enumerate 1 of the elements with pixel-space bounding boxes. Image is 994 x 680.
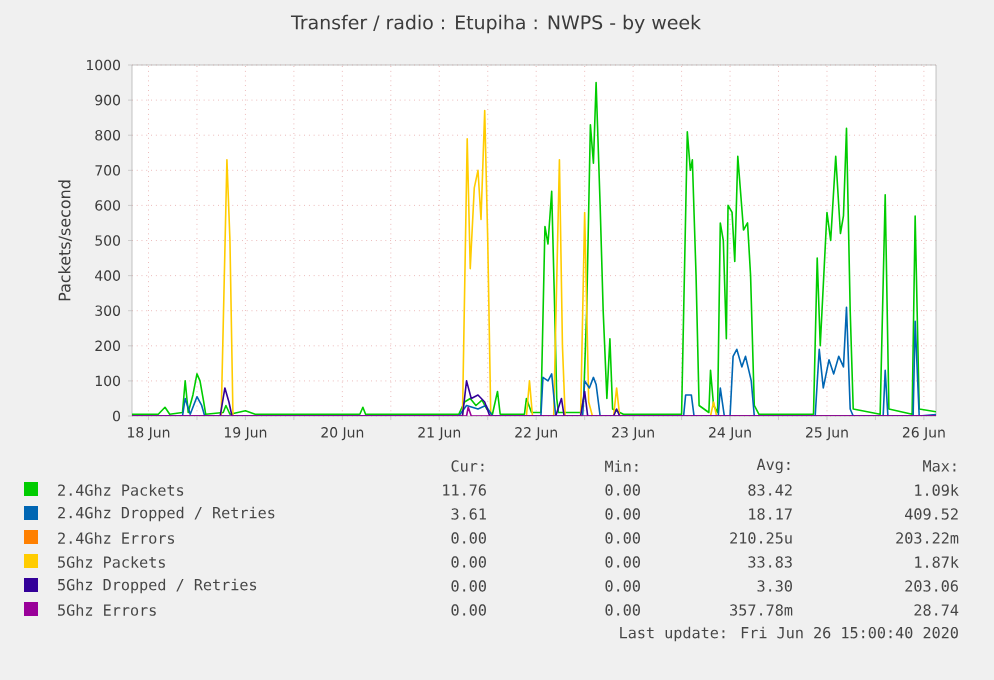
chart-title: Transfer / radio : Etupiha : NWPS - by week <box>290 14 701 34</box>
